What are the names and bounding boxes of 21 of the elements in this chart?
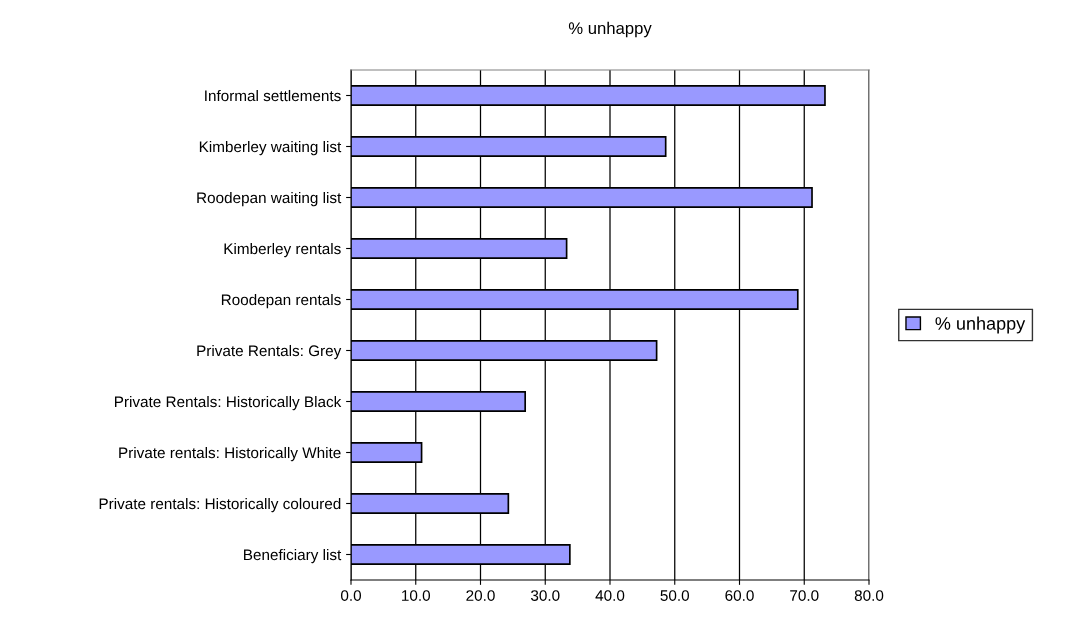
y-tick-label: Roodepan waiting list xyxy=(197,191,342,207)
x-tick-label: 40.0 xyxy=(595,590,625,601)
y-tick-label: Private Rentals: Historically Black xyxy=(115,395,342,411)
y-tick-label: Private Rentals: Grey xyxy=(197,344,342,360)
x-tick-label: 80.0 xyxy=(854,590,884,601)
x-tick-label: 20.0 xyxy=(466,590,495,601)
y-tick-label: Kimberley rentals xyxy=(224,242,341,258)
x-tick-label: 70.0 xyxy=(790,590,819,601)
x-tick-label: 10.0 xyxy=(402,590,431,601)
chart-title: % unhappy xyxy=(568,21,652,38)
x-tick-label: 0.0 xyxy=(340,590,362,601)
y-tick-label: Kimberley waiting list xyxy=(199,140,342,156)
y-tick-label: Beneficiary list xyxy=(244,548,342,564)
y-tick-label: Roodepan rentals xyxy=(221,293,341,309)
x-tick-label: 60.0 xyxy=(725,590,754,601)
x-tick-label: 50.0 xyxy=(660,590,690,601)
legend-label: % unhappy xyxy=(935,316,1026,334)
x-tick-label: 30.0 xyxy=(530,590,560,601)
y-tick-label: Private rentals: Historically coloured xyxy=(99,497,341,513)
y-tick-label: Private rentals: Historically White xyxy=(119,446,341,462)
y-tick-label: Informal settlements xyxy=(205,89,341,102)
